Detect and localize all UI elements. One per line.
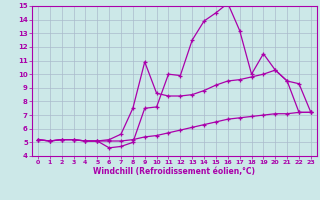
X-axis label: Windchill (Refroidissement éolien,°C): Windchill (Refroidissement éolien,°C) [93, 167, 255, 176]
